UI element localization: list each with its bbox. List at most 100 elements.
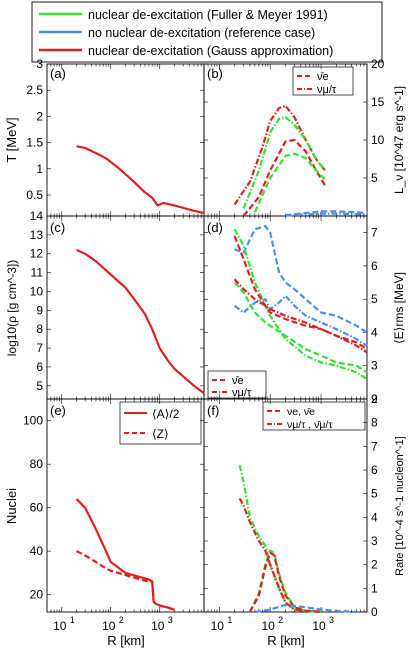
xtick-exp-e-2: 3 <box>168 615 173 625</box>
ytick-label-c-4: 9 <box>36 303 43 317</box>
chart-marks: 0.511.522.535101520567891011121314234567… <box>23 57 385 633</box>
ytick-label-f-0: 0 <box>371 605 378 619</box>
panel-c-frame <box>46 215 205 400</box>
ytick-label-c-2: 7 <box>36 341 43 355</box>
ytick-label-e-2: 60 <box>30 501 44 515</box>
series-d-2 <box>233 228 368 380</box>
ytick-label-a-3: 2 <box>36 109 43 123</box>
ytick-label-b-3: 20 <box>371 57 385 71</box>
ytick-label-f-4: 4 <box>371 510 378 524</box>
series-b-1 <box>233 104 326 206</box>
ytick-label-d-5: 7 <box>371 226 378 240</box>
series-f-4 <box>254 603 357 614</box>
legend-e-label-1: ⟨Z⟩ <box>152 427 169 441</box>
series-b-4 <box>285 210 368 217</box>
ytick-label-b-0: 5 <box>371 171 378 185</box>
ytick-label-c-7: 12 <box>30 247 44 261</box>
ytick-label-c-1: 6 <box>36 360 43 374</box>
ytick-label-f-7: 7 <box>371 439 378 453</box>
legend-label-none: no nuclear de-excitation (reference case… <box>88 26 315 40</box>
xtick-label-e-2: 10 <box>151 619 165 633</box>
legend-d-label-1: νμ/τ <box>232 387 252 399</box>
ytick-label-d-4: 6 <box>371 259 378 273</box>
legend-d: ν̄e νμ/τ <box>207 370 267 399</box>
series-b-5 <box>285 212 368 217</box>
xtick-label-e-1: 10 <box>102 619 116 633</box>
ylabel-c: log10(ρ [g cm^-3]) <box>5 260 19 357</box>
panel-tag-e: (e) <box>50 403 66 418</box>
ytick-label-a-1: 1 <box>36 162 43 176</box>
series-a-0 <box>76 145 205 214</box>
legend-e: ⟨A⟩/2 ⟨Z⟩ <box>119 401 202 445</box>
panel-tag-a: (a) <box>50 66 66 81</box>
ytick-label-a-5: 3 <box>36 57 43 71</box>
ytick-label-a-0: 0.5 <box>26 188 43 202</box>
ylabel-b: L_ν [10^47 erg s^-1] <box>392 86 406 194</box>
legend-b-label-1: νμ/τ <box>317 84 337 96</box>
ytick-label-c-0: 5 <box>36 379 43 393</box>
legend-e-label-0: ⟨A⟩/2 <box>152 407 180 421</box>
xtick-exp-f-2: 3 <box>329 615 334 625</box>
legend-b-label-0: ν̄e <box>317 71 329 83</box>
series-e-1 <box>75 550 175 611</box>
panel-f-frame <box>203 398 368 613</box>
panel-tag-c: (c) <box>50 220 65 235</box>
xtick-exp-e-1: 2 <box>119 615 124 625</box>
ylabel-a: T [MeV] <box>4 117 19 162</box>
legend-f: νe, ν̄e νμ/τ , ν̄μ/τ <box>262 401 366 431</box>
legend-label-fuller: nuclear de-excitation (Fuller & Meyer 19… <box>88 8 328 22</box>
panel-tag-b: (b) <box>207 66 223 81</box>
xtick-label-f-2: 10 <box>312 619 326 633</box>
series-d-3 <box>233 281 368 374</box>
ytick-label-f-2: 2 <box>371 558 378 572</box>
xtick-exp-f-1: 2 <box>278 615 283 625</box>
ytick-label-d-0: 2 <box>371 392 378 406</box>
ytick-label-c-8: 13 <box>30 228 44 242</box>
ytick-label-e-1: 40 <box>30 544 44 558</box>
legend: nuclear de-excitation (Fuller & Meyer 19… <box>31 1 383 63</box>
ytick-label-f-9: 9 <box>371 392 378 406</box>
ytick-label-b-2: 15 <box>371 95 385 109</box>
legend-label-gauss: nuclear de-excitation (Gauss approximati… <box>88 44 333 58</box>
ytick-label-d-2: 4 <box>371 325 378 339</box>
ytick-label-c-6: 11 <box>31 266 44 280</box>
ytick-label-e-4: 100 <box>23 414 43 428</box>
ylabel-d: ⟨E⟩rms [MeV] <box>392 272 406 344</box>
legend-f-label-1: νμ/τ , ν̄μ/τ <box>287 419 333 431</box>
ytick-label-e-0: 20 <box>30 588 44 602</box>
xlabel-left: R [km] <box>107 633 145 648</box>
series-d-0 <box>234 224 368 334</box>
xtick-label-f-0: 10 <box>211 619 225 633</box>
series-f-1 <box>238 497 322 614</box>
panel-a-frame <box>46 63 205 217</box>
series-b-3 <box>242 116 326 209</box>
series-b-2 <box>253 152 326 213</box>
xtick-exp-f-0: 1 <box>227 615 232 625</box>
ytick-label-f-5: 5 <box>371 487 378 501</box>
series-d-4 <box>233 235 368 351</box>
xtick-label-e-0: 10 <box>53 619 67 633</box>
ytick-label-a-2: 1.5 <box>26 136 43 150</box>
legend-d-label-0: ν̄e <box>232 375 244 387</box>
series-e-0 <box>75 498 175 611</box>
series-d-1 <box>233 294 368 347</box>
ytick-label-c-3: 8 <box>36 322 43 336</box>
xtick-label-f-1: 10 <box>262 619 276 633</box>
ytick-label-d-3: 5 <box>371 292 378 306</box>
ytick-label-f-1: 1 <box>371 581 378 595</box>
series-c-0 <box>76 248 205 395</box>
legend-b: ν̄e νμ/τ <box>292 66 354 96</box>
ytick-label-e-3: 80 <box>30 457 44 471</box>
series-b-0 <box>242 138 327 217</box>
ylabel-e: Nuclei <box>4 488 19 524</box>
ytick-label-d-1: 3 <box>371 359 378 373</box>
ytick-label-a-4: 2.5 <box>26 83 43 97</box>
series-f-3 <box>248 551 322 614</box>
legend-f-label-0: νe, ν̄e <box>287 406 315 418</box>
ytick-label-f-8: 8 <box>371 416 378 430</box>
series-d-5 <box>233 278 368 354</box>
xlabel-right: R [km] <box>267 633 305 648</box>
ylabel-f: Rate [10^-4 s^-1 nucleon^-1] <box>394 436 406 576</box>
panel-tag-d: (d) <box>207 220 223 235</box>
